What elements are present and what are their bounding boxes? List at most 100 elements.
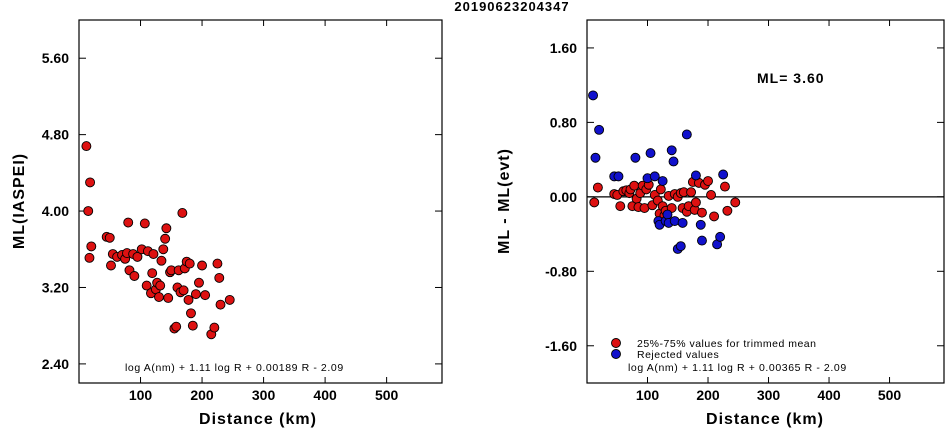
left-data-point (81, 141, 92, 152)
right-data-points (588, 90, 741, 254)
right-axis-ticks: 100 200 300 400 500 -1.60 -0.80 0.00 0.80 1.60 (545, 20, 944, 403)
left-x-tick-label: 500 (375, 387, 399, 403)
right-x-tick-label: 500 (878, 387, 902, 403)
left-data-point (177, 208, 188, 218)
left-data-point (156, 255, 167, 266)
left-x-axis-label: Distance (km) (199, 411, 317, 428)
right-data-point (630, 152, 641, 163)
right-data-point (722, 205, 733, 216)
right-data-point (686, 187, 697, 198)
left-data-point (141, 280, 152, 291)
right-x-axis-label: Distance (km) (706, 411, 824, 428)
right-data-point (681, 129, 692, 140)
left-data-point (154, 292, 164, 302)
legend: 25%-75% values for trimmed mean Rejected… (611, 338, 817, 361)
right-plot-frame (586, 19, 945, 384)
right-data-point (677, 217, 688, 228)
right-data-point (657, 176, 668, 186)
left-data-point (147, 268, 158, 279)
left-data-point (200, 290, 211, 301)
left-y-tick-label: 4.00 (42, 203, 69, 219)
left-y-tick-label: 5.60 (42, 50, 69, 66)
left-data-point (104, 232, 115, 243)
right-x-tick-label: 300 (757, 387, 781, 403)
left-data-point (171, 321, 182, 332)
left-data-point (187, 320, 198, 331)
right-data-point (592, 182, 603, 193)
right-data-point (718, 169, 729, 180)
left-data-point (158, 244, 169, 255)
left-data-point (214, 272, 225, 283)
right-data-point (697, 235, 707, 246)
right-data-point (589, 197, 600, 208)
left-data-point (178, 285, 189, 296)
right-data-point (615, 201, 626, 212)
right-data-point (703, 176, 713, 186)
right-y-tick-label: -1.60 (545, 338, 577, 354)
left-x-tick-label: 300 (252, 387, 276, 403)
legend-marker-trimmed-mean (611, 338, 621, 348)
right-data-point (649, 171, 660, 182)
right-data-point (675, 241, 686, 252)
left-formula: log A(nm) + 1.11 log R + 0.00189 R - 2.0… (125, 362, 344, 374)
left-data-point (85, 177, 96, 188)
right-data-point (629, 180, 640, 191)
left-data-point (161, 223, 172, 234)
left-data-point (194, 277, 204, 288)
left-data-point (183, 294, 194, 305)
left-data-point (163, 293, 174, 303)
legend-marker-rejected (611, 349, 621, 359)
left-data-point (83, 206, 94, 217)
left-data-point (190, 289, 201, 300)
right-x-tick-label: 400 (817, 387, 841, 403)
left-data-point (123, 217, 134, 228)
right-data-point (666, 145, 677, 156)
right-data-point (690, 170, 701, 181)
left-y-tick-label: 3.20 (42, 279, 69, 295)
legend-label-trimmed-mean: 25%-75% values for trimmed mean (637, 338, 817, 350)
right-x-tick-label: 100 (636, 387, 660, 403)
right-panel-residuals-vs-distance: 100 200 300 400 500 -1.60 -0.80 0.00 0.80 1.60 ML… (496, 19, 945, 428)
right-y-axis-label: ML - ML(evt) (496, 148, 513, 254)
right-data-point (668, 156, 679, 167)
left-data-point (224, 294, 235, 305)
right-data-point (690, 197, 701, 208)
left-data-point (184, 258, 195, 269)
right-data-point (655, 184, 666, 195)
left-plot-frame (78, 19, 443, 384)
left-data-point (160, 233, 171, 244)
right-data-point (720, 181, 730, 192)
right-data-point (706, 190, 716, 200)
left-y-tick-label: 4.80 (42, 127, 69, 143)
left-data-point (106, 260, 116, 271)
left-data-point (148, 249, 159, 259)
left-data-point (84, 252, 95, 263)
left-axis-ticks: 100 200 300 400 500 2.40 3.20 4.00 4.80 5.60 (42, 20, 442, 403)
right-data-point (594, 124, 605, 135)
left-y-axis-label: ML(IASPEI) (11, 153, 28, 249)
right-data-point (715, 231, 726, 242)
legend-label-rejected: Rejected values (637, 349, 719, 361)
left-panel-magnitude-vs-distance: 100 200 300 400 500 2.40 3.20 4.00 4.80 5.60 ML(I… (11, 19, 443, 428)
right-data-point (695, 219, 706, 230)
left-data-point (155, 280, 166, 291)
right-data-point (590, 152, 601, 163)
right-y-tick-label: 1.60 (550, 40, 577, 56)
right-data-point (697, 207, 707, 218)
left-x-tick-label: 400 (313, 387, 337, 403)
right-data-point (588, 90, 599, 101)
ml-event-value: ML= 3.60 (757, 70, 825, 86)
right-data-point (645, 148, 656, 159)
right-data-point (662, 209, 673, 220)
right-x-tick-label: 200 (696, 387, 720, 403)
right-data-point (709, 211, 720, 222)
chart-title: 20190623204347 (454, 0, 569, 14)
left-data-point (139, 218, 150, 229)
right-data-point (730, 197, 741, 208)
left-data-point (209, 322, 220, 333)
left-data-point (215, 299, 226, 310)
left-data-points (81, 141, 235, 340)
right-y-tick-label: 0.00 (550, 189, 577, 205)
left-data-point (186, 308, 196, 319)
